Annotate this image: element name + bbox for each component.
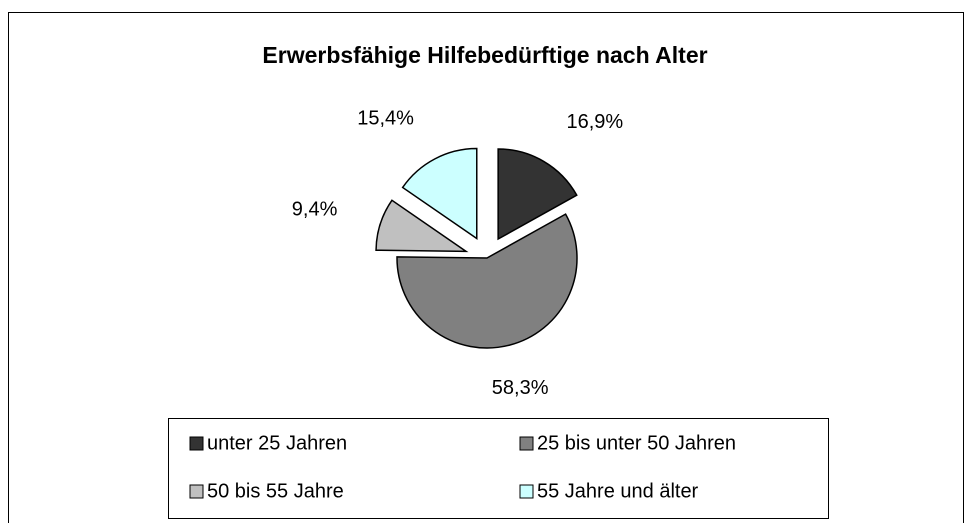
legend-swatch xyxy=(189,484,204,499)
legend-label: unter 25 Jahren xyxy=(207,432,347,454)
data-label: 15,4% xyxy=(357,107,414,129)
legend-box xyxy=(168,418,829,519)
data-label: 58,3% xyxy=(492,377,549,399)
pie-slice xyxy=(396,213,578,349)
legend-label: 55 Jahre und älter xyxy=(537,480,699,502)
data-label: 16,9% xyxy=(566,111,623,133)
legend-swatch xyxy=(519,484,534,499)
legend-swatch xyxy=(189,436,204,451)
data-label: 9,4% xyxy=(292,199,338,221)
legend-swatch xyxy=(519,436,534,451)
pie-slice xyxy=(401,147,478,240)
pie-slice xyxy=(497,148,578,241)
chart-title: Erwerbsfähige Hilfebedürftige nach Alter xyxy=(262,42,707,68)
pie-slice xyxy=(375,199,469,253)
legend-label: 25 bis unter 50 Jahren xyxy=(537,432,736,454)
legend-label: 50 bis 55 Jahre xyxy=(207,480,344,502)
